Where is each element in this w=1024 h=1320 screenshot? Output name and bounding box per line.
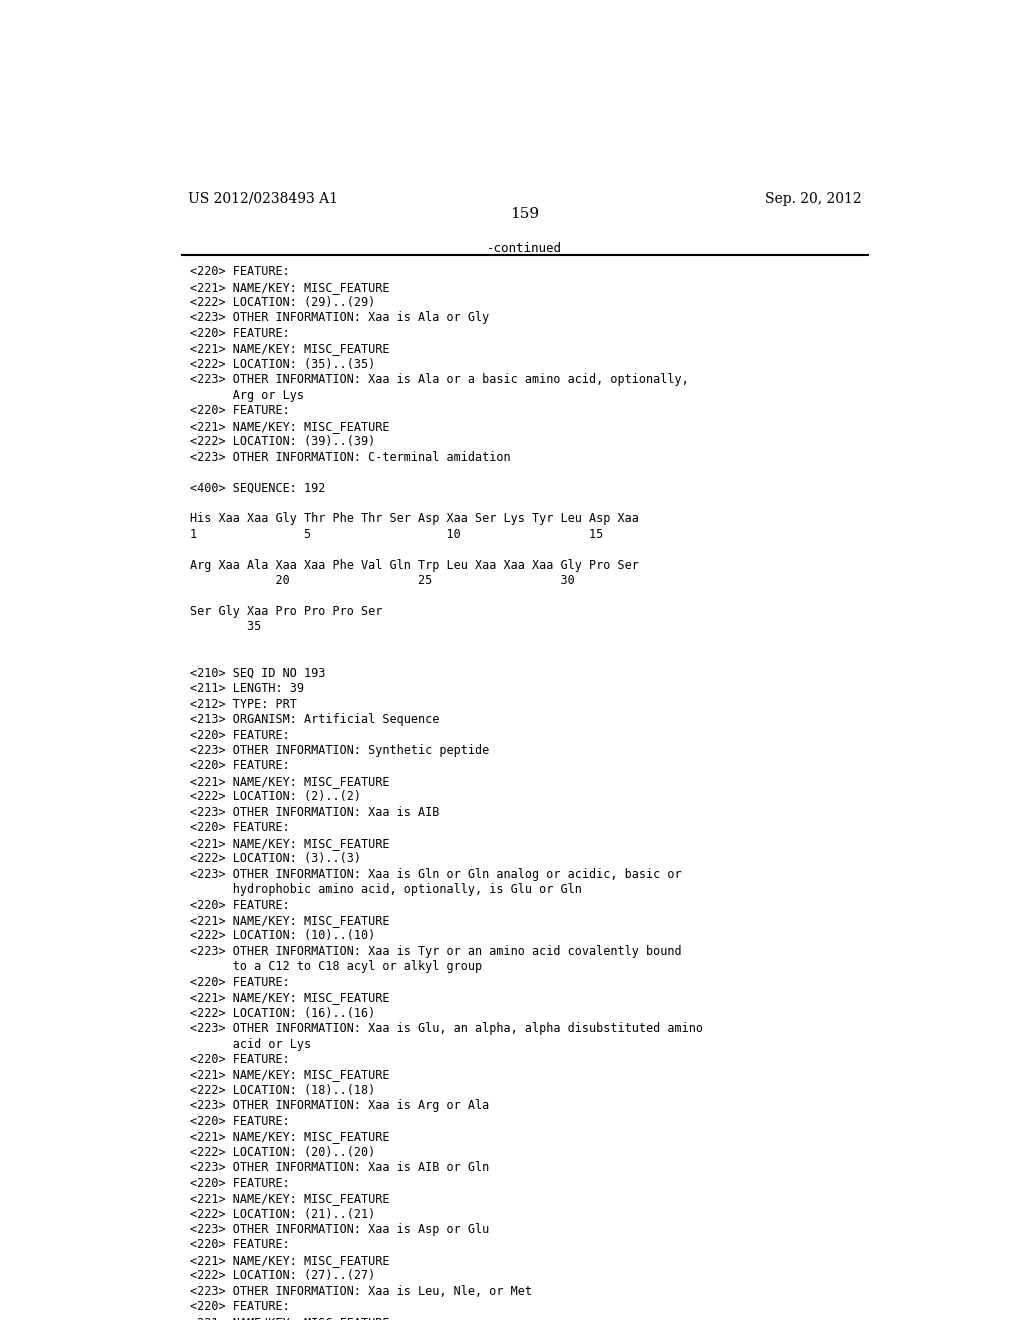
- Text: <221> NAME/KEY: MISC_FEATURE: <221> NAME/KEY: MISC_FEATURE: [189, 1254, 389, 1267]
- Text: <223> OTHER INFORMATION: C-terminal amidation: <223> OTHER INFORMATION: C-terminal amid…: [189, 450, 511, 463]
- Text: <220> FEATURE:: <220> FEATURE:: [189, 1238, 290, 1251]
- Text: <222> LOCATION: (18)..(18): <222> LOCATION: (18)..(18): [189, 1084, 375, 1097]
- Text: <400> SEQUENCE: 192: <400> SEQUENCE: 192: [189, 482, 326, 495]
- Text: <223> OTHER INFORMATION: Xaa is AIB: <223> OTHER INFORMATION: Xaa is AIB: [189, 805, 439, 818]
- Text: <220> FEATURE:: <220> FEATURE:: [189, 821, 290, 834]
- Text: <223> OTHER INFORMATION: Xaa is Glu, an alpha, alpha disubstituted amino: <223> OTHER INFORMATION: Xaa is Glu, an …: [189, 1022, 702, 1035]
- Text: acid or Lys: acid or Lys: [189, 1038, 311, 1051]
- Text: <223> OTHER INFORMATION: Xaa is Ala or a basic amino acid, optionally,: <223> OTHER INFORMATION: Xaa is Ala or a…: [189, 374, 689, 387]
- Text: <222> LOCATION: (10)..(10): <222> LOCATION: (10)..(10): [189, 929, 375, 942]
- Text: <221> NAME/KEY: MISC_FEATURE: <221> NAME/KEY: MISC_FEATURE: [189, 837, 389, 850]
- Text: <222> LOCATION: (3)..(3): <222> LOCATION: (3)..(3): [189, 853, 360, 865]
- Text: <220> FEATURE:: <220> FEATURE:: [189, 1115, 290, 1127]
- Text: <222> LOCATION: (35)..(35): <222> LOCATION: (35)..(35): [189, 358, 375, 371]
- Text: <221> NAME/KEY: MISC_FEATURE: <221> NAME/KEY: MISC_FEATURE: [189, 1316, 389, 1320]
- Text: to a C12 to C18 acyl or alkyl group: to a C12 to C18 acyl or alkyl group: [189, 961, 482, 973]
- Text: <220> FEATURE:: <220> FEATURE:: [189, 975, 290, 989]
- Text: <223> OTHER INFORMATION: Xaa is Tyr or an amino acid covalently bound: <223> OTHER INFORMATION: Xaa is Tyr or a…: [189, 945, 682, 958]
- Text: <222> LOCATION: (16)..(16): <222> LOCATION: (16)..(16): [189, 1007, 375, 1019]
- Text: <220> FEATURE:: <220> FEATURE:: [189, 404, 290, 417]
- Text: <212> TYPE: PRT: <212> TYPE: PRT: [189, 698, 297, 710]
- Text: His Xaa Xaa Gly Thr Phe Thr Ser Asp Xaa Ser Lys Tyr Leu Asp Xaa: His Xaa Xaa Gly Thr Phe Thr Ser Asp Xaa …: [189, 512, 639, 525]
- Text: <221> NAME/KEY: MISC_FEATURE: <221> NAME/KEY: MISC_FEATURE: [189, 1130, 389, 1143]
- Text: Arg or Lys: Arg or Lys: [189, 388, 304, 401]
- Text: US 2012/0238493 A1: US 2012/0238493 A1: [187, 191, 338, 206]
- Text: <221> NAME/KEY: MISC_FEATURE: <221> NAME/KEY: MISC_FEATURE: [189, 991, 389, 1005]
- Text: <220> FEATURE:: <220> FEATURE:: [189, 265, 290, 279]
- Text: <223> OTHER INFORMATION: Xaa is Gln or Gln analog or acidic, basic or: <223> OTHER INFORMATION: Xaa is Gln or G…: [189, 867, 682, 880]
- Text: 159: 159: [510, 207, 540, 222]
- Text: <220> FEATURE:: <220> FEATURE:: [189, 1053, 290, 1067]
- Text: <220> FEATURE:: <220> FEATURE:: [189, 1176, 290, 1189]
- Text: <210> SEQ ID NO 193: <210> SEQ ID NO 193: [189, 667, 326, 680]
- Text: <221> NAME/KEY: MISC_FEATURE: <221> NAME/KEY: MISC_FEATURE: [189, 342, 389, 355]
- Text: <220> FEATURE:: <220> FEATURE:: [189, 729, 290, 742]
- Text: hydrophobic amino acid, optionally, is Glu or Gln: hydrophobic amino acid, optionally, is G…: [189, 883, 582, 896]
- Text: 35: 35: [189, 620, 261, 634]
- Text: <222> LOCATION: (39)..(39): <222> LOCATION: (39)..(39): [189, 436, 375, 447]
- Text: Ser Gly Xaa Pro Pro Pro Ser: Ser Gly Xaa Pro Pro Pro Ser: [189, 605, 382, 618]
- Text: <223> OTHER INFORMATION: Xaa is Leu, Nle, or Met: <223> OTHER INFORMATION: Xaa is Leu, Nle…: [189, 1284, 531, 1298]
- Text: Sep. 20, 2012: Sep. 20, 2012: [766, 191, 862, 206]
- Text: Arg Xaa Ala Xaa Xaa Phe Val Gln Trp Leu Xaa Xaa Xaa Gly Pro Ser: Arg Xaa Ala Xaa Xaa Phe Val Gln Trp Leu …: [189, 558, 639, 572]
- Text: 1               5                   10                  15: 1 5 10 15: [189, 528, 603, 541]
- Text: <223> OTHER INFORMATION: Xaa is Arg or Ala: <223> OTHER INFORMATION: Xaa is Arg or A…: [189, 1100, 489, 1113]
- Text: <213> ORGANISM: Artificial Sequence: <213> ORGANISM: Artificial Sequence: [189, 713, 439, 726]
- Text: <223> OTHER INFORMATION: Xaa is AIB or Gln: <223> OTHER INFORMATION: Xaa is AIB or G…: [189, 1162, 489, 1175]
- Text: -continued: -continued: [487, 242, 562, 255]
- Text: <221> NAME/KEY: MISC_FEATURE: <221> NAME/KEY: MISC_FEATURE: [189, 913, 389, 927]
- Text: <220> FEATURE:: <220> FEATURE:: [189, 327, 290, 341]
- Text: <222> LOCATION: (2)..(2): <222> LOCATION: (2)..(2): [189, 791, 360, 804]
- Text: <221> NAME/KEY: MISC_FEATURE: <221> NAME/KEY: MISC_FEATURE: [189, 1192, 389, 1205]
- Text: <221> NAME/KEY: MISC_FEATURE: <221> NAME/KEY: MISC_FEATURE: [189, 775, 389, 788]
- Text: <221> NAME/KEY: MISC_FEATURE: <221> NAME/KEY: MISC_FEATURE: [189, 281, 389, 293]
- Text: <221> NAME/KEY: MISC_FEATURE: <221> NAME/KEY: MISC_FEATURE: [189, 1068, 389, 1081]
- Text: <220> FEATURE:: <220> FEATURE:: [189, 899, 290, 912]
- Text: 20                  25                  30: 20 25 30: [189, 574, 574, 587]
- Text: <220> FEATURE:: <220> FEATURE:: [189, 1300, 290, 1313]
- Text: <222> LOCATION: (20)..(20): <222> LOCATION: (20)..(20): [189, 1146, 375, 1159]
- Text: <223> OTHER INFORMATION: Synthetic peptide: <223> OTHER INFORMATION: Synthetic pepti…: [189, 744, 489, 758]
- Text: <221> NAME/KEY: MISC_FEATURE: <221> NAME/KEY: MISC_FEATURE: [189, 420, 389, 433]
- Text: <223> OTHER INFORMATION: Xaa is Ala or Gly: <223> OTHER INFORMATION: Xaa is Ala or G…: [189, 312, 489, 325]
- Text: <222> LOCATION: (21)..(21): <222> LOCATION: (21)..(21): [189, 1208, 375, 1221]
- Text: <220> FEATURE:: <220> FEATURE:: [189, 759, 290, 772]
- Text: <222> LOCATION: (27)..(27): <222> LOCATION: (27)..(27): [189, 1270, 375, 1282]
- Text: <211> LENGTH: 39: <211> LENGTH: 39: [189, 682, 304, 696]
- Text: <223> OTHER INFORMATION: Xaa is Asp or Glu: <223> OTHER INFORMATION: Xaa is Asp or G…: [189, 1222, 489, 1236]
- Text: <222> LOCATION: (29)..(29): <222> LOCATION: (29)..(29): [189, 296, 375, 309]
